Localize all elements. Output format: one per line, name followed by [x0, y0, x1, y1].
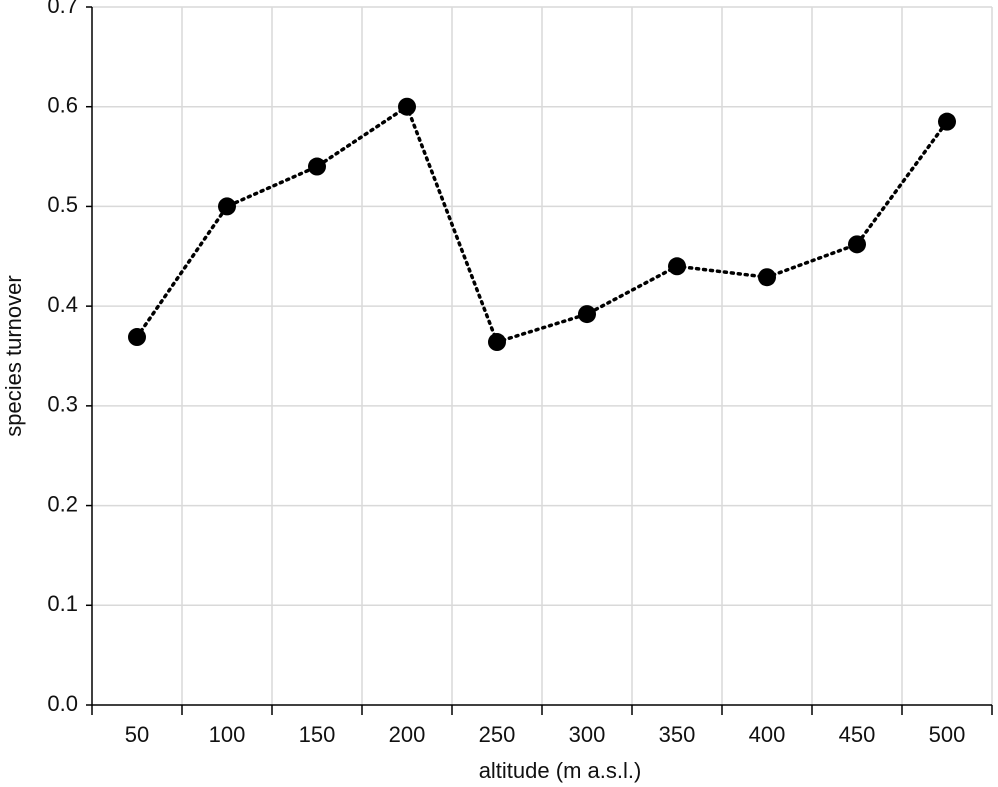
- x-tick-label: 400: [749, 722, 786, 747]
- x-tick-label: 350: [659, 722, 696, 747]
- line: [135, 104, 949, 345]
- y-tick-label: 0.3: [47, 392, 78, 417]
- y-tick-label: 0.2: [47, 491, 78, 516]
- x-tick-label: 250: [479, 722, 516, 747]
- marker: [848, 235, 866, 254]
- marker: [308, 157, 326, 176]
- marker: [398, 97, 416, 116]
- marker: [128, 328, 146, 347]
- marker: [488, 333, 506, 352]
- marker: [218, 197, 236, 216]
- x-tick-label: 450: [839, 722, 876, 747]
- y-tick-label: 0.6: [47, 93, 78, 118]
- marker: [578, 305, 596, 324]
- x-tick-label: 500: [929, 722, 966, 747]
- x-tick-label: 300: [569, 722, 606, 747]
- marker: [758, 268, 776, 287]
- y-tick-label: 0.5: [47, 192, 78, 217]
- x-tick-label: 200: [389, 722, 426, 747]
- x-tick-label: 50: [125, 722, 149, 747]
- y-tick-label: 0.1: [47, 591, 78, 616]
- marker: [668, 257, 686, 276]
- x-tick-label: 150: [299, 722, 336, 747]
- marker: [938, 112, 956, 131]
- y-tick-label: 0.0: [47, 691, 78, 716]
- x-axis-label: altitude (m a.s.l.): [479, 758, 642, 783]
- y-tick-label: 0.7: [47, 0, 78, 18]
- y-axis-label: species turnover: [1, 275, 26, 436]
- y-tick-label: 0.4: [47, 292, 78, 317]
- x-tick-label: 100: [209, 722, 246, 747]
